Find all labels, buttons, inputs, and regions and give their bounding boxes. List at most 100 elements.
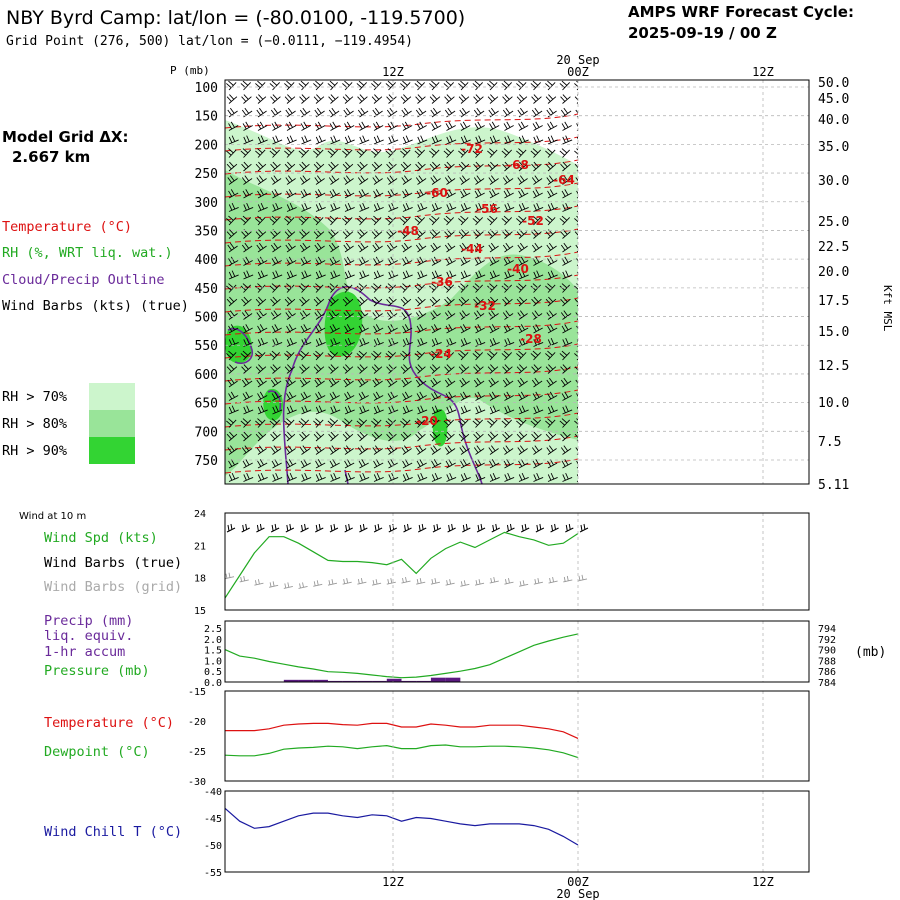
wind-barb bbox=[560, 242, 572, 253]
wind-barb bbox=[487, 148, 498, 158]
wind-barb bbox=[228, 189, 239, 199]
wind-barb bbox=[459, 175, 470, 185]
wind-barb bbox=[342, 283, 353, 293]
wind-barb bbox=[547, 121, 558, 131]
wind-barb bbox=[458, 80, 469, 91]
y-tick-label: -50 bbox=[204, 841, 222, 852]
wind-barb bbox=[574, 148, 578, 158]
wind-barb bbox=[503, 256, 514, 266]
wind-barb bbox=[284, 161, 296, 172]
wind-barb bbox=[535, 523, 545, 533]
wind-barb bbox=[373, 324, 384, 334]
y-tick-label: -25 bbox=[188, 747, 206, 758]
wind-barb bbox=[417, 472, 428, 482]
temperature-label: -36 bbox=[431, 275, 453, 289]
wind-barb bbox=[357, 445, 369, 455]
isotherm bbox=[225, 228, 578, 244]
wind-barb bbox=[272, 337, 283, 347]
wind-barb bbox=[359, 472, 370, 482]
wind-barb bbox=[284, 364, 296, 374]
wind-barb bbox=[443, 418, 454, 428]
wind-barb bbox=[460, 405, 471, 415]
wind-barb bbox=[444, 377, 456, 388]
wind-barb bbox=[546, 445, 557, 455]
wind-barb bbox=[327, 215, 338, 226]
temperature-label: -48 bbox=[397, 224, 419, 238]
wind-barb bbox=[576, 459, 578, 469]
wind-barb bbox=[299, 445, 311, 455]
wind-barb bbox=[344, 135, 355, 145]
wind-barb bbox=[371, 94, 383, 104]
wind-barb bbox=[400, 161, 412, 172]
wind-barb bbox=[444, 364, 455, 374]
y-tick-label: 18 bbox=[194, 574, 206, 585]
height-tick-label: 40.0 bbox=[818, 113, 849, 128]
wind-barb bbox=[472, 418, 483, 428]
y-tick-label: 786 bbox=[818, 667, 836, 678]
wind-barb bbox=[270, 377, 282, 388]
wind-barb bbox=[560, 445, 572, 455]
wind-barb bbox=[242, 189, 253, 199]
wind-barb bbox=[445, 324, 456, 334]
wind-barb bbox=[501, 418, 512, 428]
wind-barb bbox=[502, 175, 514, 185]
wind-barb bbox=[315, 337, 326, 347]
wind-barb bbox=[417, 270, 428, 280]
wind-barb bbox=[576, 472, 578, 482]
y-tick-label: -45 bbox=[204, 814, 222, 825]
wind-barb bbox=[444, 175, 456, 185]
wind-barb bbox=[546, 242, 557, 253]
wind-barb bbox=[415, 175, 427, 185]
wind-barb bbox=[402, 270, 413, 280]
rh90-area-1 bbox=[324, 291, 363, 357]
wind-section-label: Wind at 10 m bbox=[19, 511, 86, 522]
grid-wind-barb bbox=[342, 578, 352, 585]
wind-barb bbox=[373, 270, 384, 280]
wind-barb bbox=[545, 215, 556, 226]
wind-barb bbox=[243, 135, 254, 145]
wind-barb bbox=[313, 148, 324, 158]
y-tick-label: 1.0 bbox=[204, 656, 222, 667]
wind-barb bbox=[501, 283, 512, 293]
cloud-outline-3 bbox=[267, 390, 282, 411]
wind-barb bbox=[575, 175, 578, 185]
wind-barb bbox=[255, 148, 266, 158]
temperature-panel: Temperature (°C) Dewpoint (°C) -15 -20 -25 -3… bbox=[44, 687, 810, 788]
wind-barb bbox=[371, 418, 382, 428]
wind-barb bbox=[415, 377, 427, 388]
wind-barb bbox=[257, 270, 268, 280]
wind-barb bbox=[402, 337, 413, 347]
wind-speed-line bbox=[224, 531, 579, 599]
wind-barb bbox=[343, 175, 354, 185]
wind-barb bbox=[518, 121, 529, 131]
precip-bar bbox=[283, 679, 299, 682]
wind-barb bbox=[489, 459, 500, 469]
wind-barb bbox=[518, 270, 529, 280]
wind-barb bbox=[241, 296, 252, 307]
wind-barb bbox=[371, 161, 383, 172]
wind-barb bbox=[285, 377, 296, 388]
y-tick-label: 2.0 bbox=[204, 635, 222, 646]
wind-barb bbox=[402, 256, 413, 266]
wind-barb bbox=[446, 472, 457, 482]
wind-barb bbox=[226, 431, 238, 442]
wind-barb bbox=[561, 324, 572, 334]
wind-barb bbox=[228, 324, 239, 334]
height-tick-label: 10.0 bbox=[818, 396, 849, 411]
wind-barb bbox=[546, 377, 557, 388]
wind-barb bbox=[446, 405, 457, 415]
wind-barb bbox=[489, 405, 500, 415]
wind-barb bbox=[416, 324, 427, 334]
wind-barb bbox=[416, 459, 427, 469]
precip-bar bbox=[401, 680, 417, 682]
wind-barb bbox=[430, 445, 441, 455]
wind-barb bbox=[402, 135, 413, 145]
wind-barb bbox=[487, 431, 499, 442]
pressure-tick-label: 650 bbox=[195, 397, 218, 412]
wind-barb bbox=[313, 418, 324, 428]
wind-barb bbox=[401, 175, 412, 185]
wind-barb bbox=[299, 107, 311, 118]
wind-barb bbox=[315, 189, 326, 199]
wind-barb bbox=[502, 242, 514, 253]
wind-barb bbox=[284, 229, 296, 239]
